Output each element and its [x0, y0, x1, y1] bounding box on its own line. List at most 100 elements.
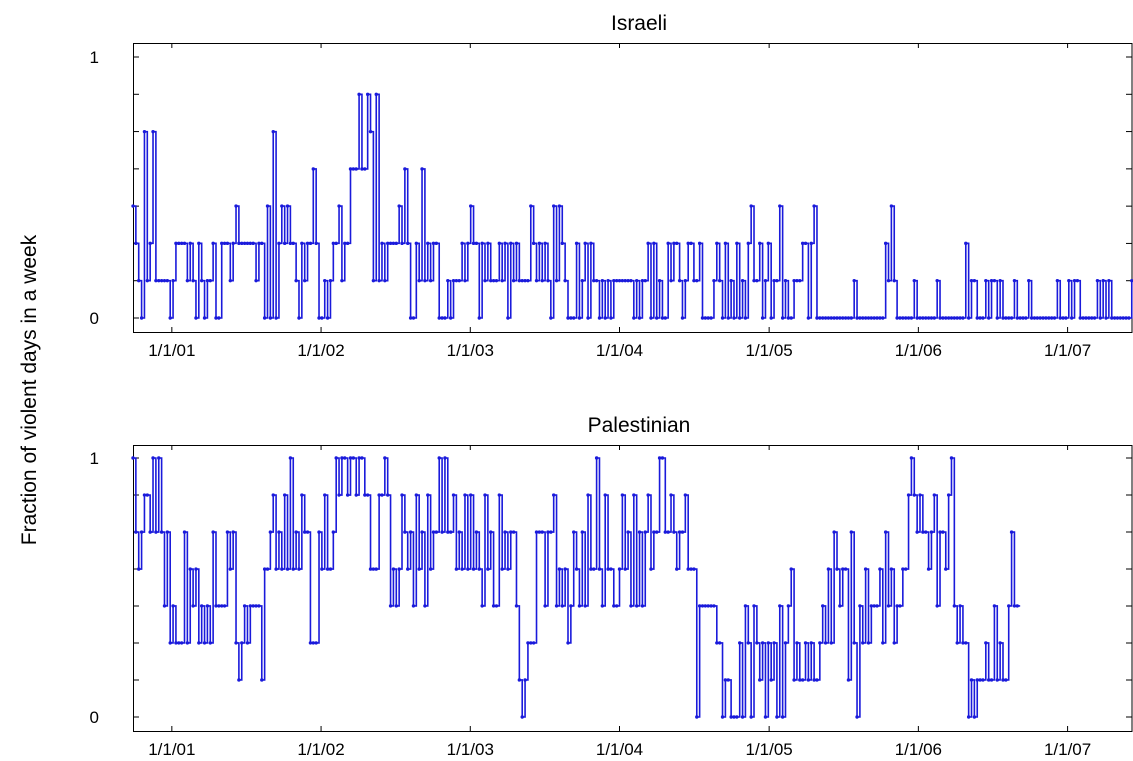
data-point	[1015, 604, 1019, 608]
data-point	[597, 567, 602, 571]
data-point	[291, 567, 295, 571]
chart-title: Israeli	[611, 12, 667, 35]
data-point	[225, 241, 230, 246]
data-point	[494, 278, 499, 283]
data-point	[800, 678, 805, 682]
data-point	[758, 678, 762, 682]
data-point	[323, 278, 327, 283]
data-point	[514, 241, 519, 246]
data-point	[855, 316, 859, 320]
data-point	[1004, 316, 1008, 320]
data-point	[903, 316, 908, 320]
data-point	[277, 530, 281, 534]
data-point	[288, 241, 293, 246]
data-point	[952, 316, 957, 320]
data-point	[938, 530, 942, 534]
data-point	[523, 278, 527, 283]
data-point	[752, 604, 756, 608]
data-point	[569, 604, 573, 608]
data-point	[388, 241, 393, 246]
data-point	[486, 241, 490, 246]
data-point	[454, 567, 459, 571]
data-point	[1118, 316, 1123, 320]
data-point	[411, 604, 416, 608]
data-point	[666, 241, 670, 246]
data-point	[325, 316, 330, 320]
data-point	[803, 641, 808, 645]
data-point	[388, 604, 393, 608]
data-point	[351, 167, 356, 171]
data-point	[151, 129, 155, 134]
data-point	[423, 604, 427, 608]
data-point	[903, 567, 908, 571]
data-point	[154, 530, 158, 534]
data-point	[383, 456, 387, 460]
data-point	[809, 241, 813, 246]
data-point	[171, 278, 175, 283]
data-point	[898, 604, 902, 608]
data-point	[878, 316, 882, 320]
data-point	[171, 604, 175, 608]
data-point	[454, 278, 459, 283]
data-point	[858, 316, 862, 320]
data-point	[205, 604, 210, 608]
data-point	[560, 241, 564, 246]
data-point	[566, 316, 570, 320]
data-point	[941, 530, 945, 534]
data-point	[823, 316, 828, 320]
data-point	[468, 204, 473, 208]
data-point	[643, 278, 647, 283]
data-point	[234, 641, 238, 645]
data-point	[918, 316, 922, 320]
data-point	[883, 530, 888, 534]
data-point	[245, 241, 250, 246]
data-point	[1027, 278, 1031, 283]
data-point	[634, 604, 639, 608]
data-point	[354, 493, 358, 497]
data-point	[403, 167, 407, 171]
data-point	[677, 530, 682, 534]
data-point	[926, 567, 931, 571]
data-point	[632, 316, 636, 320]
data-point	[978, 316, 982, 320]
data-point	[534, 278, 539, 283]
data-point	[248, 604, 253, 608]
data-point	[703, 316, 708, 320]
data-point	[348, 456, 353, 460]
data-point	[655, 316, 659, 320]
data-point	[154, 278, 158, 283]
data-point	[131, 456, 135, 460]
data-point	[629, 604, 633, 608]
data-point	[497, 493, 502, 497]
data-point	[182, 530, 187, 534]
data-point	[652, 241, 656, 246]
data-point	[374, 567, 378, 571]
data-point	[961, 641, 965, 645]
data-point	[795, 278, 799, 283]
data-point	[886, 278, 891, 283]
data-point	[197, 641, 201, 645]
data-point	[185, 278, 190, 283]
data-point	[391, 241, 396, 246]
data-point	[986, 316, 991, 320]
data-point	[706, 316, 710, 320]
data-point	[297, 316, 301, 320]
data-point	[683, 278, 688, 283]
data-point	[463, 493, 467, 497]
data-point	[477, 316, 481, 320]
data-point	[145, 493, 150, 497]
data-point	[792, 278, 796, 283]
data-point	[1024, 316, 1028, 320]
x-tick-label: 1/1/06	[895, 740, 942, 759]
data-point	[723, 678, 728, 682]
data-point	[675, 241, 679, 246]
data-point	[738, 316, 742, 320]
data-point	[214, 316, 218, 320]
data-point	[557, 204, 562, 208]
data-point	[1049, 316, 1054, 320]
data-point	[254, 278, 258, 283]
data-point	[420, 167, 424, 171]
data-point	[477, 567, 481, 571]
data-point	[706, 604, 710, 608]
data-point	[932, 316, 937, 320]
